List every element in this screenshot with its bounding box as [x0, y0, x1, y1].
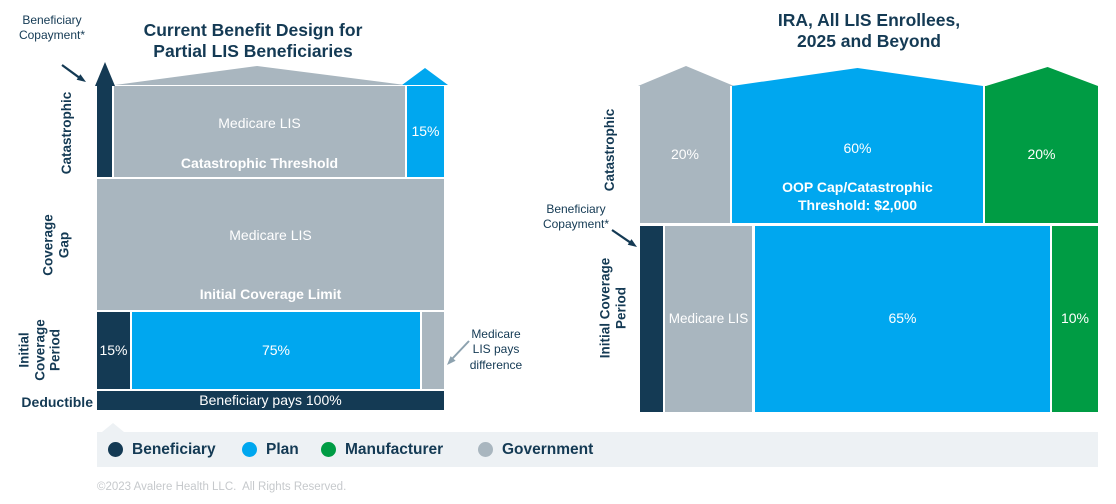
left-beneficiary-copayment-note: Beneficiary Copayment*: [18, 13, 86, 43]
right-icp-manufacturer-segment: 10%: [1052, 226, 1098, 412]
right-row-label-catastrophic: Catastrophic: [602, 108, 618, 192]
left-deductible-beneficiary-segment: Beneficiary pays 100%: [97, 391, 444, 410]
left-catastrophic-plan-segment: 15%: [407, 86, 444, 177]
legend-label: Beneficiary: [132, 440, 216, 458]
left-icp-plan-segment: 75%: [132, 312, 420, 389]
right-icp-beneficiary-segment: [640, 226, 663, 412]
segment-label: Beneficiary pays 100%: [199, 391, 342, 408]
government-swatch-icon: [478, 442, 493, 457]
legend: Beneficiary Plan Manufacturer Government: [97, 432, 1098, 467]
right-catastrophic-government-segment: 20%: [640, 86, 730, 223]
segment-label: Medicare LIS: [668, 310, 749, 326]
segment-value: 60%: [843, 140, 872, 156]
left-coverage-gap-government-segment: Medicare LIS Initial Coverage Limit: [97, 179, 444, 310]
left-government-peak-icon: [115, 66, 405, 85]
right-catastrophic-manufacturer-segment: 20%: [985, 86, 1098, 223]
left-catastrophic-beneficiary-segment: [97, 86, 112, 177]
segment-value: 15%: [99, 341, 128, 358]
segment-value: 20%: [670, 145, 700, 162]
left-beneficiary-copayment-arrow-icon: [61, 64, 86, 82]
segment-value: 10%: [1060, 310, 1090, 327]
legend-item-beneficiary: Beneficiary: [108, 432, 216, 467]
legend-label: Manufacturer: [345, 440, 444, 458]
left-row-label-deductible: Deductible: [21, 394, 93, 410]
right-icp-plan-segment: 65%: [755, 226, 1050, 412]
segment-value: 20%: [1027, 145, 1056, 162]
legend-notch-icon: [102, 423, 124, 432]
segment-value: 65%: [888, 310, 917, 327]
segment-value: 15%: [411, 122, 440, 139]
catastrophic-threshold-label: Catastrophic Threshold: [180, 154, 339, 171]
legend-item-plan: Plan: [242, 432, 299, 467]
left-icp-government-sliver-segment: [422, 312, 444, 389]
plan-swatch-icon: [242, 442, 257, 457]
right-manufacturer-peak-icon: [986, 67, 1098, 86]
right-chart-title-line2: 2025 and Beyond: [797, 31, 941, 51]
left-row-label-initial-coverage-period: Initial Coverage Period: [16, 319, 63, 381]
left-row-label-catastrophic: Catastrophic: [59, 91, 75, 175]
copyright-text: ©2023 Avalere Health LLC. All Rights Res…: [97, 481, 347, 493]
left-plan-peak-icon: [402, 68, 448, 85]
right-government-peak-icon: [638, 66, 734, 86]
left-chart-title: Current Benefit Design for Partial LIS B…: [95, 20, 411, 62]
left-icp-beneficiary-segment: 15%: [97, 312, 130, 389]
right-beneficiary-copayment-note: Beneficiary Copayment*: [542, 202, 610, 232]
beneficiary-swatch-icon: [108, 442, 123, 457]
left-chart-title-line2: Partial LIS Beneficiaries: [153, 41, 353, 61]
manufacturer-swatch-icon: [321, 442, 336, 457]
left-chart-title-line1: Current Benefit Design for: [143, 20, 363, 40]
right-beneficiary-copayment-arrow-icon: [611, 229, 637, 247]
right-chart-title-line1: IRA, All LIS Enrollees,: [777, 10, 961, 30]
right-row-label-initial-coverage-period: Initial Coverage Period: [597, 257, 628, 359]
legend-item-manufacturer: Manufacturer: [321, 432, 443, 467]
right-chart-title: IRA, All LIS Enrollees, 2025 and Beyond: [640, 10, 1098, 52]
segment-label: Medicare LIS: [218, 114, 301, 131]
right-icp-government-segment: Medicare LIS: [665, 226, 752, 412]
oop-cap-threshold-label: OOP Cap/Catastrophic Threshold: $2,000: [782, 178, 933, 213]
left-catastrophic-government-segment: Medicare LIS Catastrophic Threshold: [114, 86, 405, 177]
left-beneficiary-peak-icon: [95, 62, 115, 86]
legend-label: Plan: [266, 440, 299, 458]
left-row-label-coverage-gap: Coverage Gap: [40, 214, 71, 276]
segment-value: 75%: [261, 341, 291, 358]
legend-label: Government: [502, 440, 594, 458]
segment-label: Medicare LIS: [229, 226, 312, 243]
right-catastrophic-plan-segment: 60% OOP Cap/Catastrophic Threshold: $2,0…: [732, 86, 983, 223]
initial-coverage-limit-label: Initial Coverage Limit: [199, 285, 342, 302]
medicare-lis-pays-difference-arrow-icon: [447, 340, 470, 365]
legend-item-government: Government: [478, 432, 593, 467]
right-plan-peak-icon: [732, 68, 983, 86]
medicare-lis-pays-difference-note: Medicare LIS pays difference: [469, 327, 523, 372]
